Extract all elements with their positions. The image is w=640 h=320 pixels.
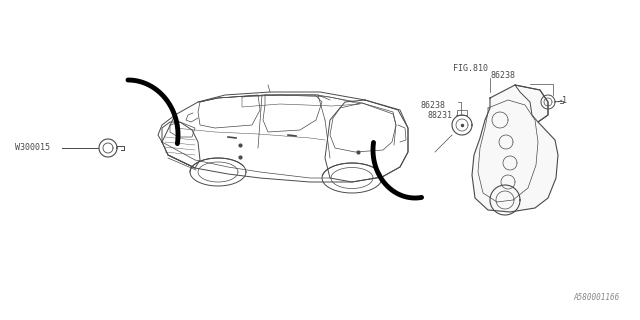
Text: W300015: W300015 [15, 142, 50, 151]
Text: 86238: 86238 [490, 70, 515, 79]
Text: 88231: 88231 [427, 110, 452, 119]
Text: 86238: 86238 [420, 100, 445, 109]
Text: A580001166: A580001166 [573, 293, 620, 302]
Text: FIG.810: FIG.810 [453, 63, 488, 73]
Text: 1: 1 [562, 95, 567, 105]
Polygon shape [472, 85, 558, 212]
